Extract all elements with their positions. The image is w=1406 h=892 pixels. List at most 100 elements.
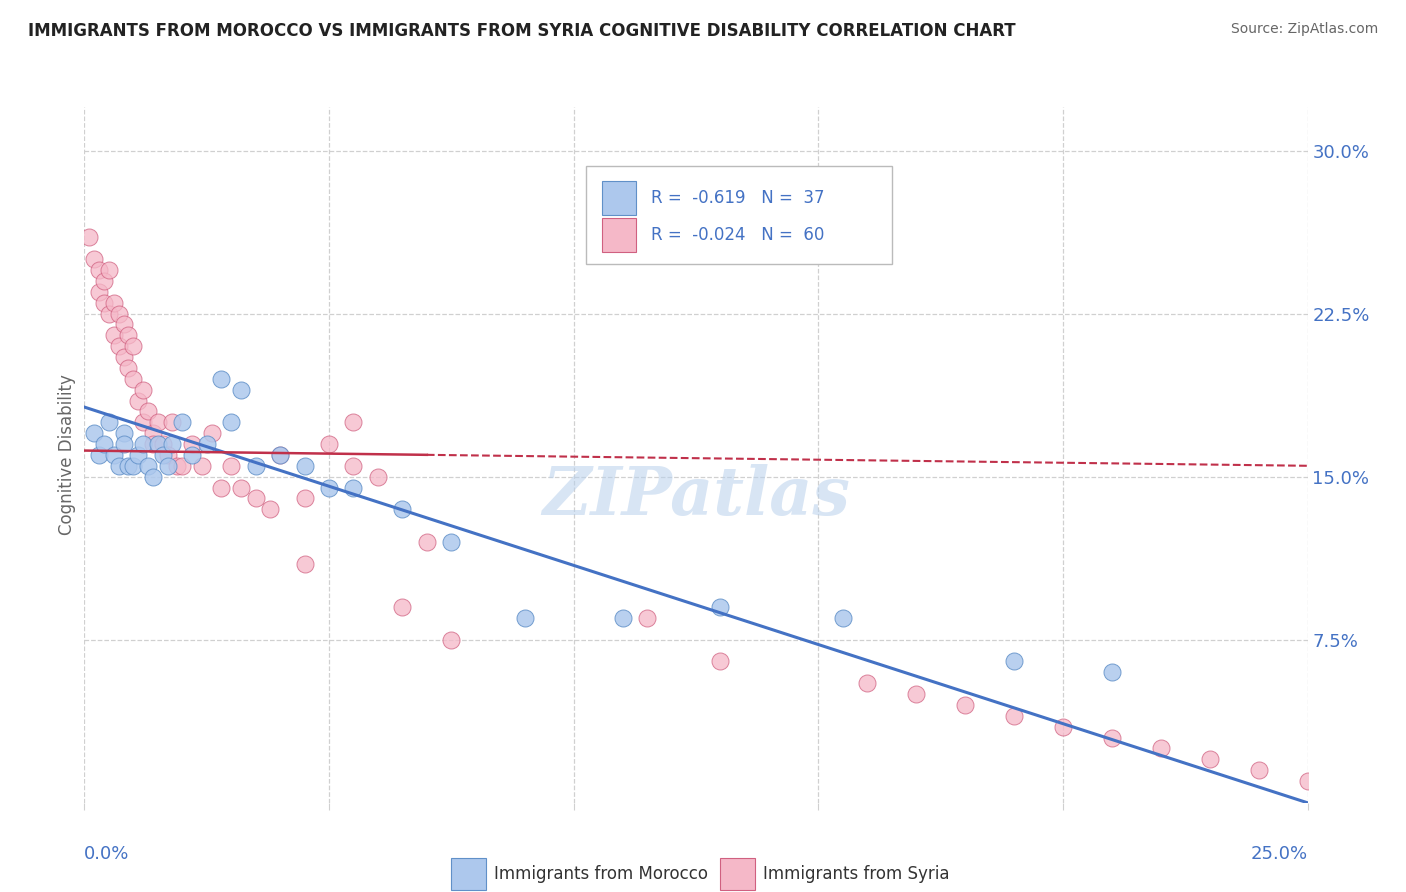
- Text: 25.0%: 25.0%: [1250, 845, 1308, 863]
- Point: [181, 448, 204, 462]
- Point: [391, 502, 413, 516]
- Point: [831, 611, 853, 625]
- FancyBboxPatch shape: [586, 166, 891, 263]
- Point: [172, 415, 194, 429]
- Point: [122, 339, 145, 353]
- Point: [200, 426, 222, 441]
- Point: [636, 611, 658, 625]
- Point: [181, 437, 204, 451]
- Point: [1002, 655, 1025, 669]
- Point: [107, 339, 129, 353]
- Point: [1101, 731, 1123, 745]
- Point: [107, 458, 129, 473]
- Point: [103, 328, 125, 343]
- Point: [83, 252, 105, 267]
- Point: [166, 458, 188, 473]
- Point: [1052, 720, 1074, 734]
- Point: [103, 448, 125, 462]
- Point: [294, 557, 316, 571]
- Point: [269, 448, 291, 462]
- Point: [112, 350, 135, 364]
- Bar: [602, 219, 636, 252]
- Point: [612, 611, 634, 625]
- Point: [156, 448, 179, 462]
- Bar: [602, 181, 636, 215]
- Point: [416, 535, 439, 549]
- Point: [122, 458, 145, 473]
- Point: [132, 437, 155, 451]
- Point: [107, 307, 129, 321]
- Point: [856, 676, 879, 690]
- Point: [709, 600, 731, 615]
- Point: [709, 655, 731, 669]
- Text: 0.0%: 0.0%: [84, 845, 129, 863]
- Point: [318, 481, 340, 495]
- Point: [87, 263, 110, 277]
- Bar: [451, 858, 485, 889]
- Point: [97, 307, 120, 321]
- Text: Immigrants from Morocco: Immigrants from Morocco: [494, 865, 709, 883]
- Point: [391, 600, 413, 615]
- Text: Source: ZipAtlas.com: Source: ZipAtlas.com: [1230, 22, 1378, 37]
- Point: [953, 698, 976, 712]
- Point: [229, 383, 252, 397]
- Point: [97, 415, 120, 429]
- Point: [1296, 774, 1319, 789]
- Point: [93, 437, 115, 451]
- Text: R =  -0.024   N =  60: R = -0.024 N = 60: [651, 226, 824, 244]
- Point: [294, 491, 316, 506]
- Point: [142, 437, 165, 451]
- Point: [172, 458, 194, 473]
- Point: [146, 437, 169, 451]
- Point: [112, 318, 135, 332]
- Y-axis label: Cognitive Disability: Cognitive Disability: [58, 375, 76, 535]
- Point: [342, 415, 364, 429]
- Point: [142, 426, 165, 441]
- Point: [245, 491, 267, 506]
- Point: [1198, 752, 1220, 766]
- Point: [905, 687, 928, 701]
- Point: [269, 448, 291, 462]
- Point: [93, 274, 115, 288]
- Point: [117, 360, 139, 375]
- Point: [342, 458, 364, 473]
- Point: [195, 437, 218, 451]
- Point: [117, 328, 139, 343]
- Point: [1150, 741, 1173, 756]
- Point: [87, 285, 110, 299]
- Point: [132, 383, 155, 397]
- Point: [77, 230, 100, 244]
- Point: [136, 458, 159, 473]
- Point: [513, 611, 536, 625]
- Point: [209, 372, 232, 386]
- Point: [136, 404, 159, 418]
- Point: [127, 393, 149, 408]
- Point: [259, 502, 281, 516]
- Point: [440, 632, 463, 647]
- Point: [142, 469, 165, 483]
- Text: IMMIGRANTS FROM MOROCCO VS IMMIGRANTS FROM SYRIA COGNITIVE DISABILITY CORRELATIO: IMMIGRANTS FROM MOROCCO VS IMMIGRANTS FR…: [28, 22, 1015, 40]
- Point: [191, 458, 214, 473]
- Point: [112, 426, 135, 441]
- Point: [318, 437, 340, 451]
- Point: [122, 372, 145, 386]
- Point: [1101, 665, 1123, 680]
- Text: Immigrants from Syria: Immigrants from Syria: [763, 865, 949, 883]
- Point: [219, 458, 242, 473]
- Point: [440, 535, 463, 549]
- Point: [245, 458, 267, 473]
- Text: R =  -0.619   N =  37: R = -0.619 N = 37: [651, 189, 824, 207]
- Point: [93, 295, 115, 310]
- Text: ZIPatlas: ZIPatlas: [543, 464, 849, 529]
- Point: [1002, 708, 1025, 723]
- Point: [367, 469, 389, 483]
- Point: [132, 415, 155, 429]
- Point: [97, 263, 120, 277]
- Point: [209, 481, 232, 495]
- Point: [152, 448, 174, 462]
- Point: [112, 437, 135, 451]
- Point: [294, 458, 316, 473]
- Point: [1247, 763, 1270, 777]
- Point: [162, 437, 184, 451]
- Point: [156, 458, 179, 473]
